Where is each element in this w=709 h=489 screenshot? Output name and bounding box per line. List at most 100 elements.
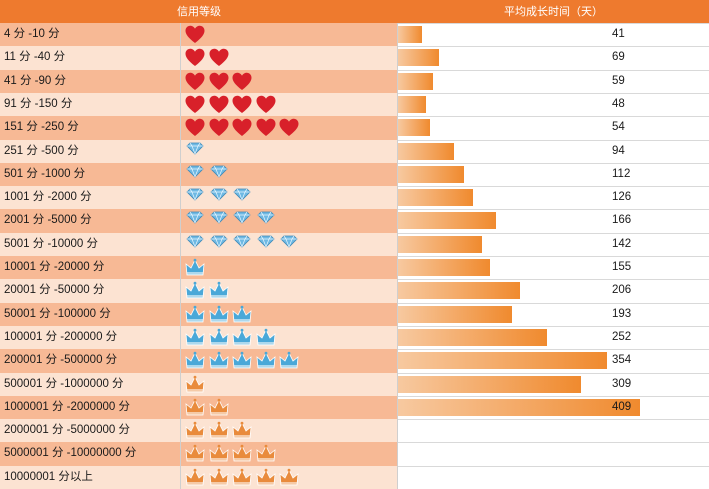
row-separator [398,419,709,421]
blue-crown-icon [209,351,228,369]
blue-crown-icon [232,328,252,346]
table-row: 50001 分 -100000 分 193 [0,302,709,327]
grade-icons [180,466,396,489]
column-divider [397,23,398,489]
row-separator [398,69,709,71]
row-separator [398,23,709,24]
diamond-icon [233,235,251,248]
diamond-icon [209,165,228,178]
growth-time-bar [398,235,483,253]
growth-time-value: 206 [612,284,632,297]
row-separator [398,92,709,94]
grade-icons [180,279,396,303]
value-column: 126 [398,186,672,210]
heart-icon [185,25,205,43]
orange-crown-icon [209,421,228,439]
heart-icon [185,95,205,113]
orange-crown-icon [185,468,205,486]
orange-crown-icon [256,468,275,486]
growth-time-bar [398,398,640,416]
blue-crown-icon [209,305,228,322]
bar-cell [398,465,709,489]
grade-range-label: 1000001 分 -2000000 分 [4,400,130,413]
diamond-icon [256,211,275,224]
header-days: 平均成长时间（天） [398,0,709,23]
grade-range-label: 50001 分 -100000 分 [4,307,111,320]
grade-range-label: 100001 分 -200000 分 [4,330,118,343]
grade-range-label: 2000001 分 -5000000 分 [4,424,130,437]
table-row: 500001 分 -1000000 分 309 [0,372,709,397]
table-row: 1001 分 -2000 分 126 [0,186,709,210]
row-separator [398,139,709,141]
bar-cell [398,372,709,397]
growth-time-bar [398,189,473,207]
heart-icon [256,118,275,137]
orange-crown-icon [209,398,228,416]
diamond-icon [280,235,298,248]
growth-time-bar [398,352,608,370]
bar-cell [398,442,709,466]
growth-time-bar [398,375,581,393]
heart-icon [185,118,205,137]
grade-range-label: 41 分 -90 分 [4,74,66,87]
value-column: 155 [398,256,672,280]
growth-time-bar [398,165,465,183]
grade-icons [180,303,396,327]
table-row: 5000001 分 -10000000 分 [0,442,709,466]
table-row: 20001 分 -50000 分 206 [0,279,709,303]
heart-icon [209,49,228,67]
diamond-icon [209,211,228,224]
diamond-icon [186,188,204,201]
grade-icons [180,396,396,420]
growth-time-value: 155 [612,261,632,273]
growth-time-bar [398,328,548,346]
growth-time-value: 193 [612,307,632,320]
blue-crown-icon [209,328,228,346]
header-grade-label: 信用等级 [177,5,221,18]
table-row: 251 分 -500 分 94 [0,139,709,164]
column-divider [180,23,181,489]
grade-icons [180,93,396,117]
grade-icons [180,419,396,443]
table-row: 200001 分 -500000 分 354 [0,349,709,373]
table-row: 2000001 分 -5000000 分 [0,419,709,443]
row-separator [398,395,709,397]
diamond-icon [186,142,204,155]
growth-time-value: 69 [612,51,625,64]
heart-icon [232,95,252,113]
bar-cell [398,325,709,350]
orange-crown-icon [279,468,299,486]
grade-range-label: 500001 分 -1000000 分 [4,377,124,390]
row-separator [398,442,709,444]
value-column: 409 [398,396,672,420]
value-column: 252 [398,326,672,350]
growth-time-value: 41 [612,28,625,40]
bar-cell [398,162,709,187]
growth-time-bar [398,142,454,160]
grade-range-label: 501 分 -1000 分 [4,167,86,180]
diamond-icon [233,188,251,201]
table-row: 41 分 -90 分 59 [0,69,709,94]
grade-icons [180,349,396,373]
bar-cell [398,279,709,303]
grade-icons [180,140,396,164]
value-column: 193 [398,303,672,327]
grade-range-label: 200001 分 -500000 分 [4,354,118,367]
table-row: 151 分 -250 分 54 [0,116,709,140]
bar-cell [398,209,709,233]
diamond-icon [209,188,228,201]
heart-icon [232,118,252,137]
grade-icons [180,116,396,140]
bar-cell [398,92,709,117]
value-column: 48 [398,93,672,117]
row-separator [398,209,709,211]
growth-time-value: 252 [612,330,632,343]
blue-crown-icon [185,305,205,322]
blue-crown-icon [256,328,275,346]
bar-cell [398,186,709,210]
growth-time-value: 309 [612,377,632,390]
grade-icons [180,163,396,187]
grade-range-label: 151 分 -250 分 [4,121,79,134]
grade-icons [180,442,396,466]
blue-crown-icon [185,328,205,346]
